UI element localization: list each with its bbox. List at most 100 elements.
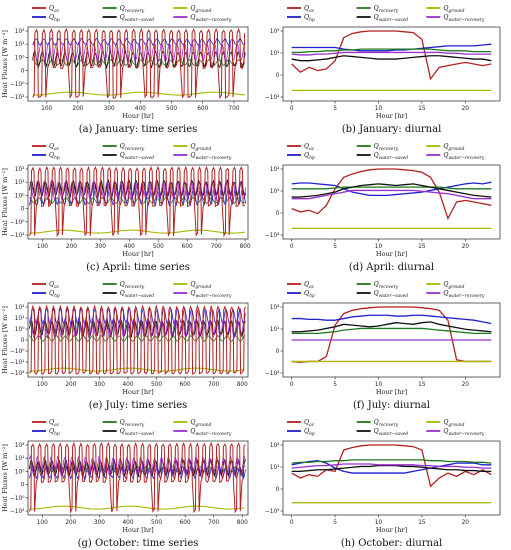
legend-label: Qhp: [304, 152, 315, 161]
y-tick-label: −10²: [10, 370, 25, 377]
subplot-g: Qac Qrecovery Qground Qhp Qwater−saved Qwater…: [1, 419, 249, 549]
legend-label: Qhp: [49, 428, 60, 437]
x-tick-label: 10: [375, 520, 383, 526]
series-q-ac: [32, 27, 246, 100]
x-axis-label: Hour [hr]: [122, 526, 153, 534]
y-tick-label: 0: [21, 338, 25, 344]
x-tick-label: 5: [333, 244, 337, 250]
legend-label: Qground: [190, 5, 211, 14]
x-tick-label: 0: [290, 106, 294, 112]
y-tick-label: −10⁰: [10, 348, 25, 355]
series-q-ac: [28, 441, 246, 514]
y-tick-label: 10¹: [15, 179, 25, 186]
y-tick-label: −10²: [265, 94, 280, 101]
plot-frame: [27, 164, 249, 240]
series-q-ground: [32, 91, 245, 96]
y-tick-label: 10¹: [15, 315, 25, 322]
x-tick-label: 400: [135, 106, 146, 112]
y-axis-label: Heat Fluxes [W m⁻²]: [1, 168, 9, 236]
x-axis-label: Hour [hr]: [122, 112, 153, 120]
series-q-recovery: [291, 186, 492, 190]
x-tick-label: 5: [333, 106, 337, 112]
x-tick-label: 10: [375, 244, 383, 250]
y-axis-label: Heat Fluxes [W m⁻²]: [1, 306, 9, 374]
x-tick-label: 15: [418, 382, 426, 388]
x-tick-label: 700: [228, 106, 239, 112]
x-tick-label: 20: [462, 520, 470, 526]
y-tick-label: 10⁰: [15, 326, 25, 333]
y-tick-label: 10²: [15, 166, 25, 173]
legend-label: Qhp: [49, 152, 60, 161]
subplot-d: Qac Qrecovery Qground Qhp Qwater−saved Qwater…: [265, 143, 501, 273]
series-q-ac: [291, 168, 492, 221]
y-tick-label: 10¹: [270, 50, 280, 57]
y-tick-label: 10¹: [15, 455, 25, 462]
legend-label: Qhp: [49, 14, 60, 23]
x-axis-label: Hour [hr]: [376, 526, 407, 534]
legend-label: Qwater−saved: [374, 152, 409, 161]
legend-label: Qwater−recovery: [443, 14, 485, 23]
legend-label: Qrecovery: [374, 5, 399, 14]
series-q-hp: [291, 460, 492, 474]
series-q-ac: [291, 306, 492, 363]
x-tick-label: 600: [182, 244, 193, 250]
series-q-recovery: [291, 327, 492, 335]
plot-frame: [27, 26, 249, 102]
x-axis-label: Hour [hr]: [376, 388, 407, 396]
legend-label: Qhp: [304, 14, 315, 23]
legend-label: Qwater−recovery: [443, 428, 485, 437]
series-q-water-recovery: [291, 189, 492, 200]
x-axis-label: Hour [hr]: [122, 250, 153, 258]
x-tick-label: 100: [37, 520, 48, 526]
legend-label: Qground: [190, 281, 211, 290]
legend-label: Qwater−recovery: [190, 428, 232, 437]
x-tick-label: 500: [153, 244, 164, 250]
x-tick-label: 5: [333, 520, 337, 526]
subplot-caption: (g) October: time series: [78, 538, 199, 549]
subplot-caption: (d) April: diurnal: [349, 262, 434, 273]
subplot-caption: (a) January: time series: [79, 124, 198, 135]
plot-frame: [282, 164, 501, 240]
plot-frame: [282, 302, 501, 378]
y-tick-label: 10²: [15, 304, 25, 311]
legend-label: Qhp: [304, 290, 315, 299]
y-tick-label: 0: [276, 211, 280, 217]
legend-label: Qground: [443, 5, 464, 14]
series-q-water-saved: [291, 321, 492, 333]
x-tick-label: 500: [151, 382, 162, 388]
legend-label: Qrecovery: [374, 143, 399, 152]
y-tick-label: 10⁰: [15, 192, 25, 199]
x-tick-label: 100: [41, 106, 52, 112]
subplot-b: Qac Qrecovery Qground Qhp Qwater−saved Qwater…: [265, 5, 501, 135]
series-q-recovery: [291, 48, 492, 54]
legend-label: Qwater−recovery: [443, 290, 485, 299]
series-q-ground: [29, 229, 245, 234]
subplot-h: Qac Qrecovery Qground Qhp Qwater−saved Qwater…: [265, 419, 501, 549]
legend-label: Qac: [49, 419, 60, 428]
x-tick-label: 600: [180, 520, 191, 526]
subplot-caption: (e) July: time series: [89, 400, 188, 411]
x-tick-label: 600: [197, 106, 208, 112]
x-tick-label: 300: [94, 382, 105, 388]
legend-label: Qac: [49, 5, 60, 14]
subplot-c: Qac Qrecovery Qground Qhp Qwater−saved Qwater…: [1, 143, 251, 273]
legend-label: Qwater−saved: [374, 290, 409, 299]
legend-label: Qwater−recovery: [190, 152, 232, 161]
legend-label: Qrecovery: [120, 419, 145, 428]
x-tick-label: 200: [65, 382, 76, 388]
plot-frame: [27, 440, 249, 516]
x-tick-label: 800: [240, 244, 251, 250]
x-tick-label: 0: [290, 244, 294, 250]
series-q-water-saved: [291, 55, 492, 62]
y-tick-label: −10²: [265, 232, 280, 239]
series-q-hp: [291, 181, 492, 197]
x-tick-label: 200: [65, 520, 76, 526]
legend-label: Qrecovery: [120, 5, 145, 14]
y-tick-label: 0: [276, 73, 280, 79]
y-tick-label: 10²: [270, 166, 280, 173]
y-tick-label: −10⁰: [10, 81, 25, 88]
y-tick-label: 10²: [270, 28, 280, 35]
y-tick-label: −10⁰: [10, 219, 25, 226]
x-tick-label: 5: [333, 382, 337, 388]
series-q-ac: [291, 444, 492, 488]
